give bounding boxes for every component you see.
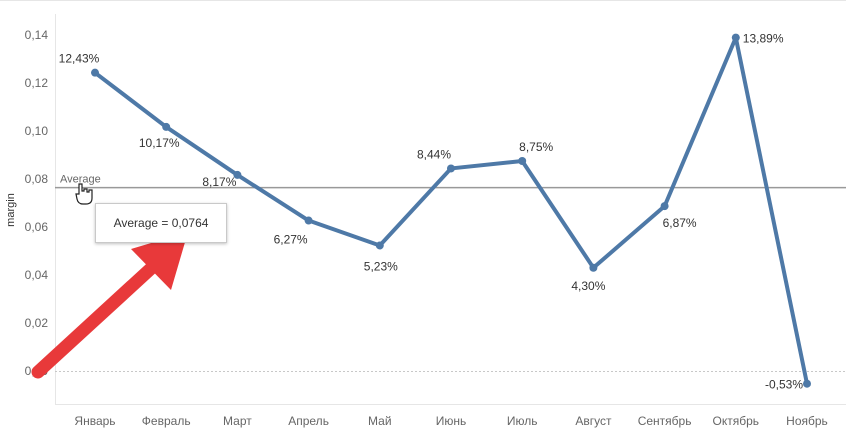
data-label: 12,43% xyxy=(59,52,100,66)
data-point[interactable] xyxy=(660,202,669,211)
y-tick-label: 0,08 xyxy=(25,172,49,186)
data-label: -0,53% xyxy=(765,378,803,392)
data-point[interactable] xyxy=(518,157,527,165)
x-tick-label: Апрель xyxy=(288,414,329,428)
x-tick-label: Июль xyxy=(507,414,538,428)
x-tick-label: Июнь xyxy=(436,414,467,428)
y-tick-label: 0,02 xyxy=(25,316,49,330)
data-point[interactable] xyxy=(91,68,99,77)
data-label: 8,17% xyxy=(202,175,236,189)
data-label: 8,44% xyxy=(417,147,451,161)
x-tick-label: Октябрь xyxy=(713,414,760,428)
data-label: 4,30% xyxy=(571,279,605,293)
hand-cursor-icon xyxy=(75,183,93,205)
data-point[interactable] xyxy=(162,122,171,131)
x-tick-label: Март xyxy=(223,414,252,428)
y-tick-label: 0,10 xyxy=(25,124,49,138)
data-point[interactable] xyxy=(233,170,242,179)
data-point[interactable] xyxy=(304,216,313,225)
y-tick-label: 0,06 xyxy=(25,220,49,234)
data-label: 5,23% xyxy=(364,259,398,273)
data-label: 10,17% xyxy=(139,136,180,150)
y-tick-label: 0,12 xyxy=(25,76,49,90)
x-tick-label: Май xyxy=(368,414,392,428)
y-tick-label: 0,04 xyxy=(25,268,49,282)
x-tick-label: Ноябрь xyxy=(786,414,828,428)
x-tick-label: Февраль xyxy=(142,414,191,428)
data-point[interactable] xyxy=(731,33,740,42)
data-label: 6,27% xyxy=(274,233,308,247)
y-axis-label: margin xyxy=(5,193,17,227)
data-point[interactable] xyxy=(375,241,384,250)
x-tick-label: Сентябрь xyxy=(638,414,692,428)
data-point[interactable] xyxy=(447,164,455,173)
y-tick-label: 0,14 xyxy=(25,28,49,42)
data-label: 13,89% xyxy=(743,32,784,46)
x-tick-label: Август xyxy=(575,414,612,428)
red-arrow-annotation xyxy=(31,232,188,379)
data-point[interactable] xyxy=(589,263,598,272)
data-point[interactable] xyxy=(803,379,811,388)
average-reference-label: Average xyxy=(60,174,101,186)
data-label: 6,87% xyxy=(663,216,697,230)
x-tick-label: Январь xyxy=(74,414,115,428)
average-tooltip: Average = 0,0764 xyxy=(95,203,227,243)
data-label: 8,75% xyxy=(519,140,553,154)
